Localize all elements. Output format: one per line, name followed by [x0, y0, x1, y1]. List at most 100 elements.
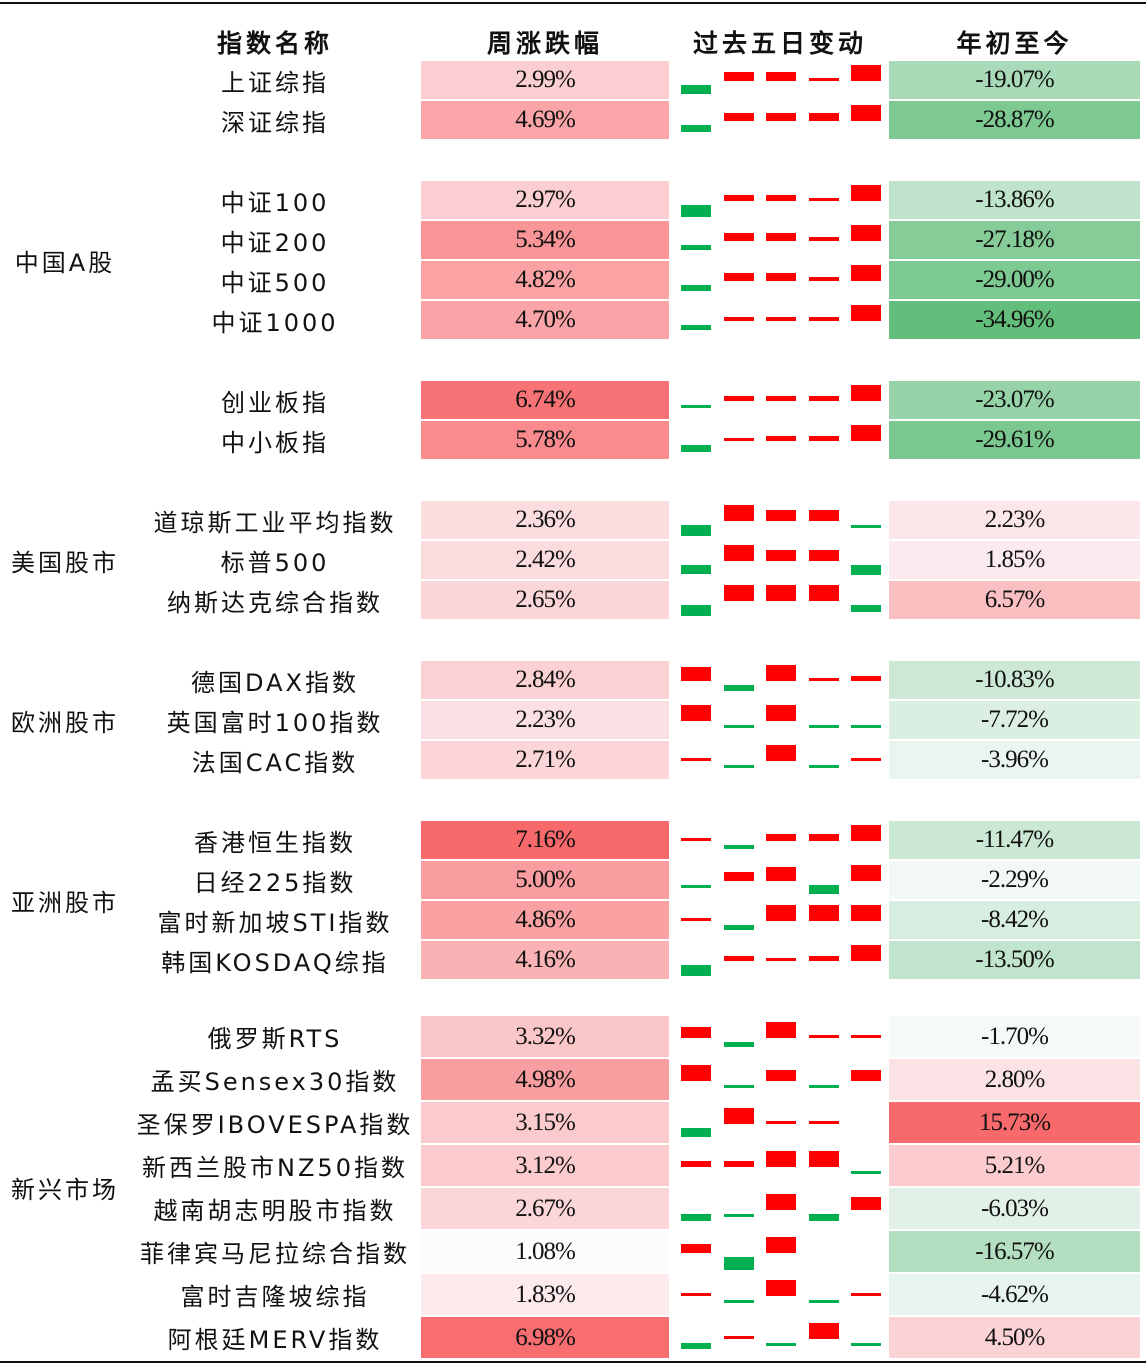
day-bar: [851, 265, 881, 281]
week-value: 5.78%: [515, 426, 576, 453]
index-name: 新西兰股市NZ50指数: [142, 1154, 408, 1182]
ytd-value: -7.72%: [981, 706, 1049, 733]
day-bar: [766, 273, 796, 281]
week-cell: [421, 381, 669, 419]
ytd-cell: [889, 1102, 1140, 1143]
ytd-value: -4.62%: [981, 1280, 1049, 1308]
day-bar: [723, 72, 754, 81]
week-value: 2.23%: [515, 706, 576, 733]
ytd-cell: [889, 101, 1140, 139]
day-bar: [851, 1070, 881, 1081]
day-bar: [808, 885, 839, 894]
group-label: 中国A股: [14, 248, 116, 277]
day-bar: [681, 1065, 711, 1081]
day-bar: [766, 1280, 796, 1296]
day-bar: [808, 510, 839, 521]
ytd-cell: [889, 701, 1140, 739]
week-cell: [421, 101, 669, 139]
bottom-rule: [0, 1361, 1146, 1363]
day-bar: [851, 105, 881, 121]
index-name: 中证1000: [211, 308, 339, 337]
ytd-value: -1.70%: [981, 1022, 1049, 1050]
ytd-value: 15.73%: [978, 1108, 1051, 1136]
day-bar: [808, 955, 839, 961]
ytd-value: 4.50%: [984, 1323, 1046, 1351]
ytd-cell: [889, 301, 1140, 339]
day-bar: [766, 396, 796, 401]
day-bar: [723, 1214, 754, 1217]
index-name: 韩国KOSDAQ综指: [161, 948, 389, 977]
day-bar: [766, 1237, 796, 1253]
day-bar: [851, 1196, 881, 1210]
ytd-value: 5.21%: [984, 1151, 1046, 1179]
index-name: 中证100: [220, 188, 330, 217]
ytd-value: -13.86%: [975, 186, 1054, 213]
week-value: 2.99%: [515, 66, 576, 93]
week-cell: [421, 581, 669, 619]
day-bar: [681, 125, 711, 133]
day-bar: [681, 965, 711, 976]
day-bar: [851, 757, 881, 761]
week-value: 3.15%: [515, 1108, 576, 1136]
ytd-value: -27.18%: [975, 226, 1054, 253]
day-bar: [681, 565, 711, 574]
week-cell: [421, 1317, 669, 1358]
index-name: 上证综指: [221, 68, 329, 97]
day-bar: [681, 1128, 711, 1137]
day-bar: [808, 905, 839, 921]
index-name: 阿根廷MERV指数: [167, 1326, 383, 1354]
day-bar: [808, 276, 839, 281]
index-name: 中小板指: [221, 428, 329, 457]
week-value: 7.16%: [515, 826, 576, 853]
day-bar: [681, 245, 711, 251]
index-name: 菲律宾马尼拉综合指数: [140, 1240, 410, 1268]
day-bar: [766, 705, 796, 721]
week-value: 4.82%: [515, 266, 576, 293]
ytd-cell: [889, 61, 1140, 99]
day-bar: [723, 438, 754, 441]
week-cell: [421, 61, 669, 99]
ytd-cell: [889, 421, 1140, 459]
day-bar: [808, 1120, 839, 1124]
day-bar: [681, 405, 711, 408]
week-value: 2.65%: [515, 586, 576, 613]
day-bar: [808, 1035, 839, 1038]
day-bar: [766, 1343, 796, 1346]
ytd-value: -16.57%: [975, 1237, 1054, 1265]
ytd-cell: [889, 1317, 1140, 1358]
day-bar: [681, 525, 711, 536]
day-bar: [766, 958, 796, 961]
day-bar: [723, 925, 754, 931]
day-bar: [681, 838, 711, 841]
day-bar: [723, 955, 754, 961]
day-bar: [851, 675, 881, 681]
week-value: 2.97%: [515, 186, 576, 213]
day-bar: [723, 1085, 754, 1088]
ytd-value: -13.50%: [975, 946, 1054, 973]
day-bar: [851, 605, 881, 612]
ytd-cell: [889, 181, 1140, 219]
week-cell: [421, 181, 669, 219]
day-bar: [851, 825, 881, 841]
day-bar: [723, 725, 754, 728]
ytd-cell: [889, 661, 1140, 699]
ytd-cell: [889, 501, 1140, 539]
week-cell: [421, 661, 669, 699]
day-bar: [808, 550, 839, 561]
week-cell: [421, 1059, 669, 1100]
index-name: 中证200: [220, 228, 330, 257]
day-bar: [681, 757, 711, 761]
day-bar: [681, 1027, 711, 1038]
ytd-value: -29.61%: [975, 426, 1054, 453]
ytd-value: -8.42%: [981, 906, 1049, 933]
ytd-value: 2.23%: [984, 506, 1046, 533]
week-cell: [421, 1231, 669, 1272]
day-bar: [808, 198, 839, 201]
day-bar: [808, 78, 839, 81]
week-value: 6.74%: [515, 386, 576, 413]
ytd-cell: [889, 901, 1140, 939]
day-bar: [808, 316, 839, 321]
index-name: 俄罗斯RTS: [207, 1025, 343, 1053]
index-name: 深证综指: [221, 108, 329, 137]
ytd-value: -6.03%: [981, 1194, 1049, 1222]
